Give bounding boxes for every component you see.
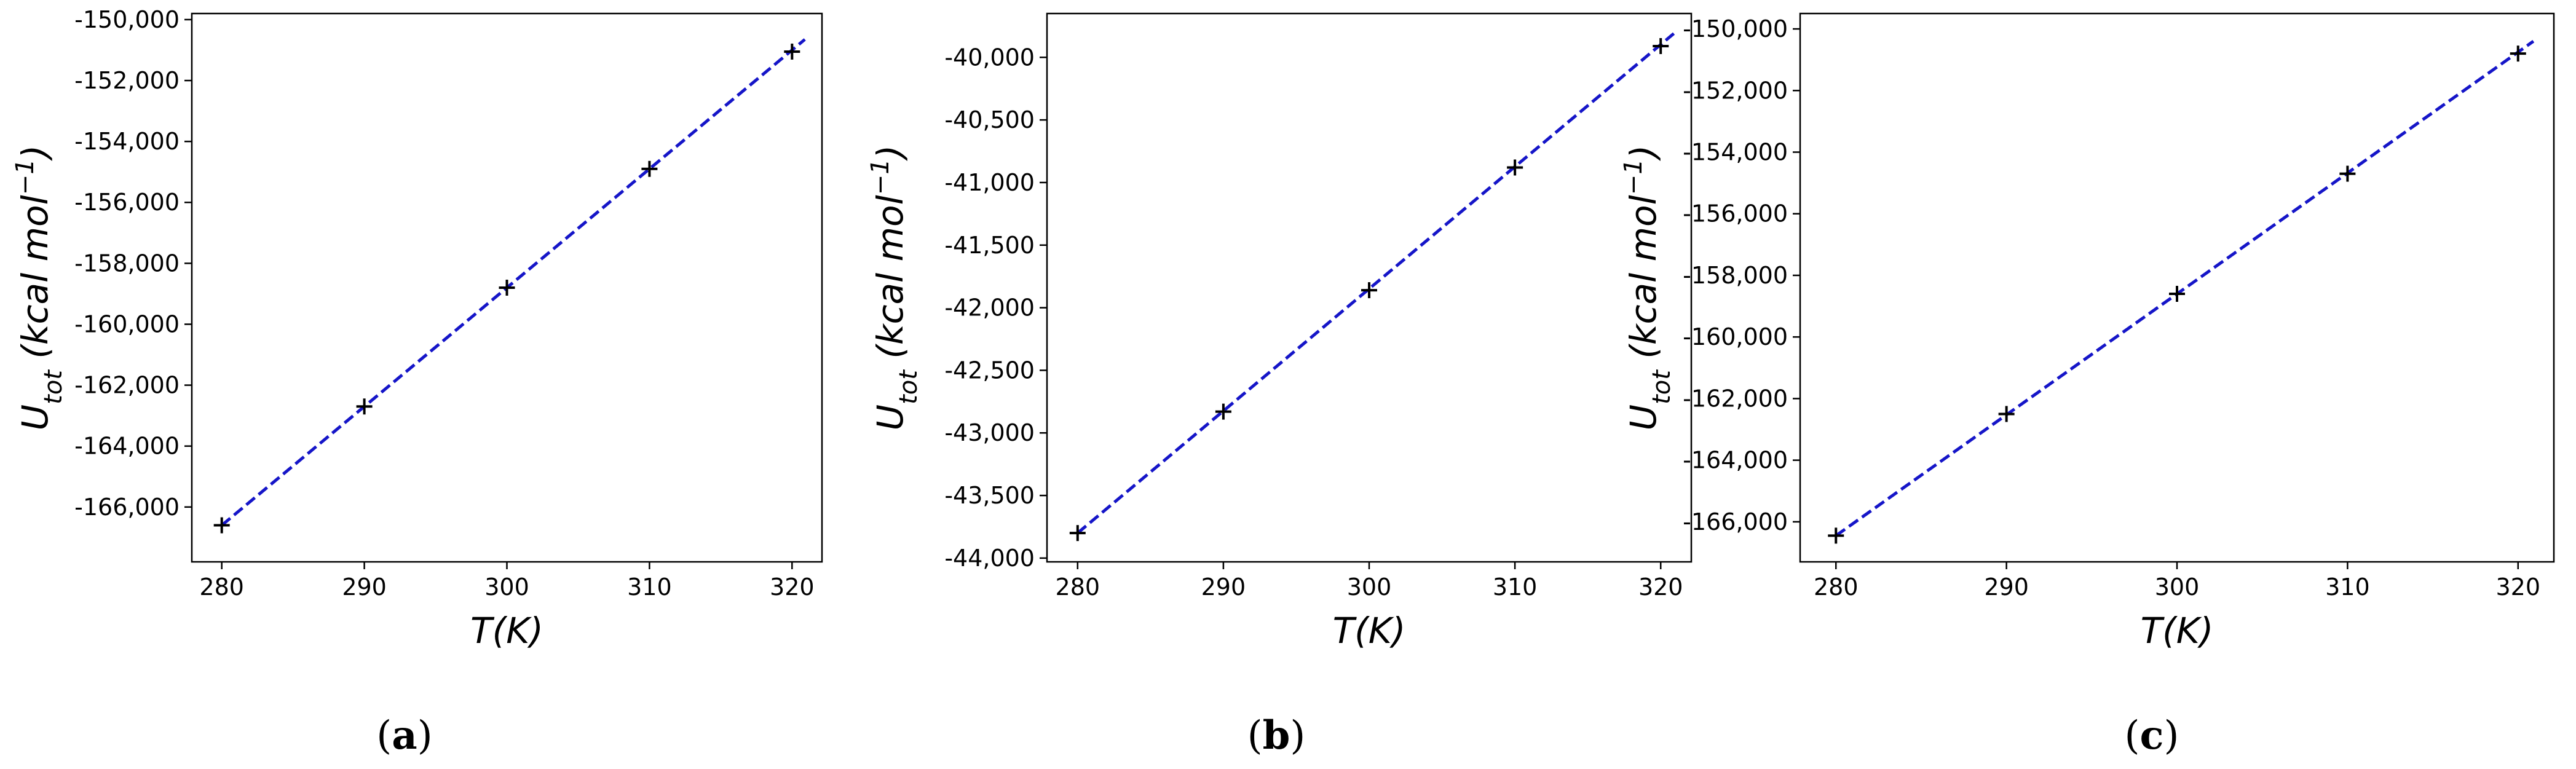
data-point (2510, 45, 2526, 62)
y-tick-label: -40,500 (944, 106, 1035, 133)
data-point (1998, 406, 2015, 422)
y-tick-label: -166,000 (1683, 508, 1788, 535)
y-tick-label: -152,000 (74, 67, 180, 94)
y-tick-label: -158,000 (74, 250, 180, 277)
y-tick-label: -162,000 (1683, 385, 1788, 412)
y-tick-label: -41,000 (944, 169, 1035, 196)
data-point (2169, 286, 2185, 302)
chart-panel-2: 280 290 300 310 320 -40,000 -40,500 -41,000 -41,… (866, 12, 1693, 759)
panel-caption: (a) (376, 712, 432, 759)
y-tick-label: -158,000 (1683, 262, 1788, 289)
data-point (2339, 165, 2356, 182)
panel-caption: (b) (1247, 712, 1306, 759)
y-tick-label: -42,500 (944, 357, 1035, 384)
data-point (1361, 282, 1377, 299)
y-axis-label: Utot (kcal mol−1) (866, 145, 923, 431)
x-tick-label: 300 (1347, 574, 1392, 601)
data-point (784, 43, 800, 60)
x-axis-label: T(K) (2141, 610, 2214, 652)
data-point (1507, 159, 1523, 176)
y-tick-label: -44,000 (944, 545, 1035, 572)
x-tick-label: 280 (199, 574, 244, 601)
y-tick-label: -150,000 (1683, 15, 1788, 42)
data-point (213, 517, 230, 534)
x-axis-label: T(K) (1333, 610, 1406, 652)
y-tick-label: -40,000 (944, 44, 1035, 71)
x-tick-label: 310 (627, 574, 672, 601)
y-tick-label: -166,000 (74, 494, 180, 521)
y-tick-label: -154,000 (1683, 139, 1788, 166)
x-tick-label: 290 (1201, 574, 1246, 601)
x-axis-label: T(K) (470, 610, 543, 652)
fit-line (1077, 32, 1675, 535)
y-tick-label: -154,000 (74, 128, 180, 155)
data-point (1653, 37, 1669, 54)
x-tick-label: 310 (2325, 574, 2370, 601)
y-tick-label: -164,000 (74, 433, 180, 460)
chart-panel-3: 280 290 300 310 320 -150,000 -152,000 -154,000 -… (1619, 12, 2555, 759)
y-axis-label: Utot (kcal mol−1) (11, 145, 68, 431)
data-point (1069, 525, 1086, 542)
panel-caption: (c) (2125, 712, 2179, 759)
y-tick-label: -156,000 (74, 189, 180, 216)
data-point (356, 398, 373, 415)
fit-line (221, 38, 806, 527)
y-tick-label: -164,000 (1683, 447, 1788, 474)
x-tick-label: 320 (770, 574, 815, 601)
y-axis-label: Utot (kcal mol−1) (1619, 145, 1676, 431)
chart-panel-1: 280 290 300 310 320 -150,000 -152,000 -154,000 -… (11, 6, 823, 759)
y-tick-label: -43,000 (944, 419, 1035, 446)
data-point (641, 160, 658, 177)
x-tick-label: 310 (1493, 574, 1538, 601)
x-tick-label: 290 (1984, 574, 2029, 601)
y-tick-label: -156,000 (1683, 200, 1788, 227)
y-tick-label: -152,000 (1683, 77, 1788, 104)
y-tick-label: -162,000 (74, 372, 180, 399)
data-point (1215, 403, 1231, 420)
y-tick-label: -150,000 (74, 6, 180, 33)
y-tick-label: -43,500 (944, 482, 1035, 509)
y-tick-label: -42,000 (944, 294, 1035, 321)
x-tick-label: 300 (2155, 574, 2200, 601)
x-tick-label: 280 (1814, 574, 1859, 601)
data-point (499, 280, 515, 296)
x-tick-label: 290 (342, 574, 387, 601)
y-tick-label: -41,500 (944, 232, 1035, 259)
y-tick-label: -160,000 (1683, 323, 1788, 350)
data-point (1828, 527, 1844, 544)
x-tick-label: 320 (2495, 574, 2540, 601)
x-tick-label: 320 (1638, 574, 1683, 601)
y-tick-label: -160,000 (74, 310, 180, 337)
x-tick-label: 280 (1056, 574, 1100, 601)
fit-line (1835, 40, 2535, 537)
x-tick-label: 300 (484, 574, 529, 601)
